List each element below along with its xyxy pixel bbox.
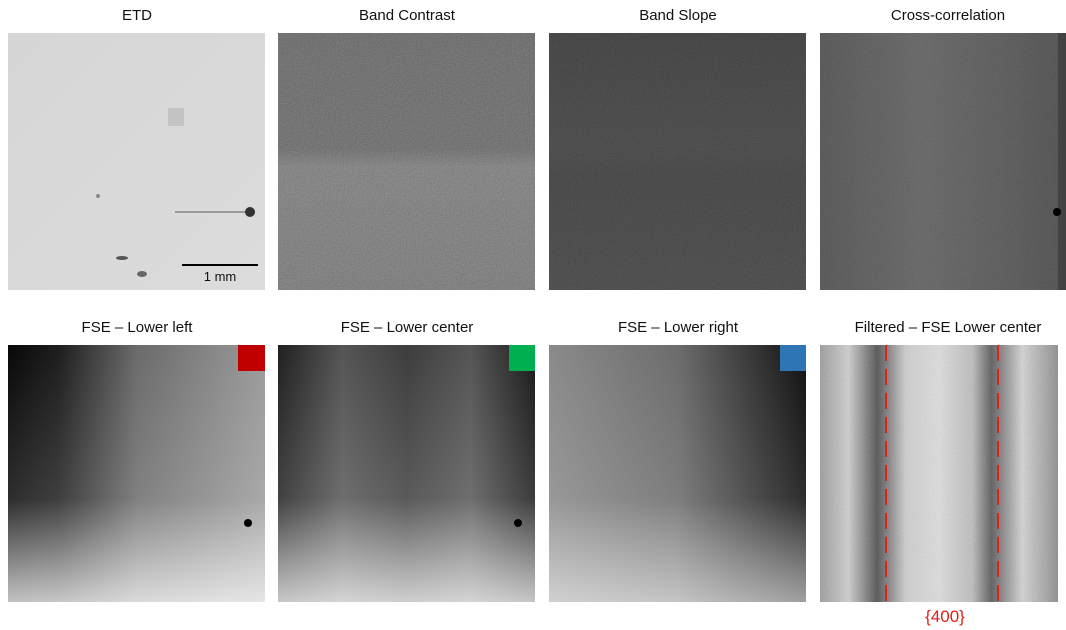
band-contrast-image	[278, 33, 535, 290]
fse-lower-right-image	[549, 345, 806, 602]
etd-image: 1 mm	[8, 33, 265, 290]
panel-title: Band Contrast	[359, 7, 456, 24]
band-slope-image	[549, 33, 806, 290]
cross-correlation-image	[820, 33, 1066, 290]
panel-title: Band Slope	[639, 7, 717, 24]
filtered-image: {400}	[820, 345, 1058, 626]
panel-title: FSE – Lower left	[82, 319, 194, 336]
fse-lower-center-image	[278, 345, 535, 602]
panel-title: ETD	[122, 7, 152, 24]
panel-title: FSE – Lower right	[618, 319, 739, 336]
panel-title: Filtered – FSE Lower center	[855, 319, 1042, 336]
panel-title: FSE – Lower center	[341, 319, 474, 336]
fse-lower-left-image	[8, 345, 265, 602]
panel-title: Cross-correlation	[891, 7, 1005, 24]
annotation: {400}	[925, 607, 965, 626]
scale-bar-label: 1 mm	[204, 269, 237, 284]
figure: ETD Band Contrast Band Slope Cross-corre…	[0, 0, 1066, 630]
